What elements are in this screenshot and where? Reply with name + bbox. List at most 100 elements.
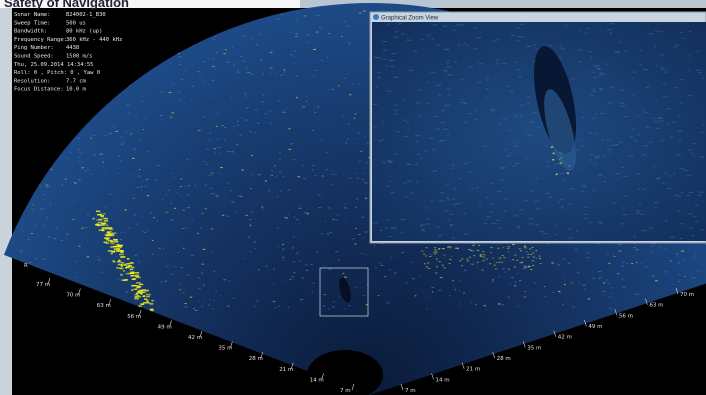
- speckle: [46, 217, 49, 219]
- tick: [108, 299, 112, 306]
- speckle: [586, 257, 590, 259]
- speckle: [673, 87, 679, 89]
- speckle: [352, 238, 355, 240]
- speckle: [327, 33, 331, 35]
- speckle: [137, 175, 141, 177]
- speckle: [358, 233, 362, 235]
- speckle: [249, 219, 252, 221]
- bright-return: [461, 258, 464, 260]
- speckle: [533, 44, 537, 46]
- speckle: [683, 169, 688, 171]
- speckle: [400, 232, 403, 234]
- speckle: [368, 194, 371, 196]
- speckle: [666, 123, 669, 125]
- speckle: [509, 283, 512, 285]
- speckle: [357, 83, 361, 85]
- info-label: Sonar Name:: [14, 12, 50, 18]
- zoom-window[interactable]: Graphical Zoom View: [369, 11, 706, 244]
- bright-return: [97, 221, 103, 224]
- info-value: 1500 m/s: [66, 54, 93, 60]
- speckle: [332, 218, 335, 220]
- speckle: [643, 69, 648, 71]
- speckle: [690, 153, 693, 155]
- speckle: [456, 24, 461, 26]
- speckle: [519, 114, 522, 116]
- speckle: [473, 27, 477, 29]
- bright-return: [95, 210, 101, 213]
- speckle: [420, 225, 423, 227]
- speckle: [388, 180, 391, 182]
- speckle: [79, 152, 83, 154]
- speckle: [592, 90, 597, 92]
- bright-return: [116, 248, 121, 250]
- speckle: [162, 248, 165, 250]
- bright-return: [145, 295, 150, 298]
- speckle: [592, 77, 598, 79]
- speckle: [457, 44, 461, 46]
- bright-return: [527, 253, 530, 255]
- speckle: [467, 161, 471, 163]
- speckle: [276, 246, 279, 248]
- bright-return: [425, 266, 428, 268]
- speckle: [656, 117, 662, 119]
- speckle: [610, 145, 614, 147]
- speckle: [319, 27, 322, 29]
- speckle: [653, 45, 657, 47]
- speckle: [136, 187, 140, 189]
- speckle: [304, 212, 307, 214]
- bright-return: [105, 237, 110, 239]
- speckle: [277, 227, 279, 229]
- zoom-selection[interactable]: [319, 267, 369, 317]
- speckle: [317, 194, 319, 196]
- speckle: [296, 252, 299, 254]
- speckle: [664, 172, 668, 174]
- bright-return: [472, 245, 475, 247]
- speckle: [194, 184, 197, 186]
- speckle: [320, 233, 324, 235]
- speckle: [516, 68, 521, 70]
- speckle: [135, 223, 138, 225]
- speckle: [282, 111, 286, 113]
- speckle: [90, 137, 92, 139]
- speckle: [357, 132, 360, 134]
- speckle: [503, 198, 509, 200]
- speckle: [282, 176, 284, 178]
- speckle: [250, 131, 252, 133]
- bright-return: [119, 253, 124, 256]
- speckle: [115, 255, 118, 257]
- bright-return: [151, 299, 154, 302]
- bright-return: [112, 259, 115, 262]
- speckle: [331, 170, 335, 172]
- speckle: [180, 186, 182, 188]
- speckle: [621, 265, 624, 267]
- speckle: [203, 116, 206, 118]
- zoom-target: [544, 89, 576, 171]
- speckle: [638, 204, 642, 206]
- speckle: [285, 217, 288, 219]
- speckle: [100, 212, 102, 214]
- speckle: [273, 268, 276, 270]
- speckle: [115, 130, 118, 132]
- speckle: [283, 216, 287, 218]
- speckle: [558, 57, 562, 59]
- speckle: [463, 42, 467, 44]
- speckle: [294, 50, 297, 52]
- speckle: [209, 187, 213, 189]
- speckle: [269, 52, 273, 54]
- speckle: [328, 268, 331, 270]
- speckle: [245, 95, 248, 97]
- bright-return: [493, 264, 496, 266]
- speckle: [432, 24, 438, 26]
- bright-return: [136, 285, 140, 287]
- speckle: [628, 155, 634, 157]
- speckle: [622, 213, 627, 215]
- tick: [169, 320, 172, 327]
- speckle: [516, 227, 521, 229]
- speckle: [615, 173, 621, 175]
- speckle: [243, 35, 246, 37]
- speckle: [590, 56, 593, 58]
- speckle: [74, 261, 77, 263]
- speckle: [199, 227, 202, 229]
- speckle: [548, 45, 553, 47]
- speckle: [316, 14, 320, 16]
